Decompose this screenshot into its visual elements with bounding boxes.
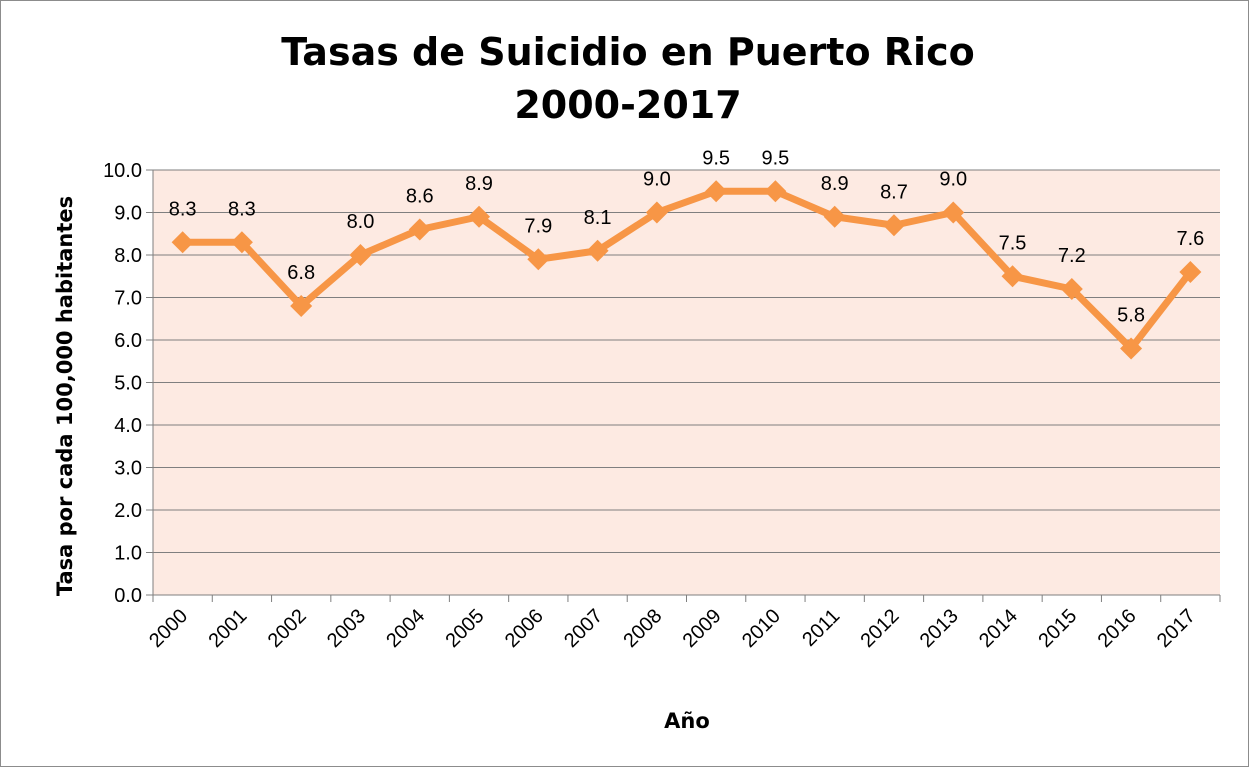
data-point-marker [586,239,609,262]
series-line [182,187,1194,352]
y-tick-label: 2.0 [114,500,142,522]
x-axis-title: Año [664,709,710,733]
data-label: 5.8 [1117,305,1145,327]
x-tick-label: 2011 [798,605,844,651]
data-point-marker [290,295,313,317]
data-label: 9.0 [643,169,671,191]
data-label: 8.9 [821,173,849,195]
data-point-marker [1120,337,1143,360]
data-label: 8.7 [880,181,908,203]
y-tick-label: 6.0 [114,330,142,352]
chart-title-line-2: 2000-2017 [514,83,742,127]
data-point-marker [823,205,846,228]
x-tick-label: 2001 [204,605,251,652]
data-label: 7.9 [524,215,552,237]
data-point-marker [171,231,194,254]
data-point-marker [527,248,550,271]
x-tick-label: 2015 [1034,605,1081,652]
data-point-marker [1001,265,1024,288]
data-point-marker [349,244,372,266]
data-label: 9.5 [702,147,730,169]
data-point-marker [230,231,253,254]
x-tick-label: 2010 [738,605,785,652]
data-label: 7.2 [1058,245,1086,267]
x-tick-label: 2017 [1153,605,1200,652]
data-point-marker [468,205,491,228]
data-label: 6.8 [287,262,315,284]
x-tick-label: 2016 [1094,605,1141,652]
x-tick-label: 2012 [856,605,903,652]
chart-title-line-1: Tasas de Suicidio en Puerto Rico [281,30,975,74]
data-label: 8.3 [169,198,197,220]
data-point-marker [764,180,787,203]
x-tick-label: 2003 [323,605,370,652]
y-tick-label: 7.0 [114,288,142,310]
y-tick-label: 3.0 [114,458,142,480]
y-tick-label: 10.0 [103,160,142,182]
y-tick-labels: 0.0 1.0 2.0 3.0 4.0 5.0 6.0 7.0 8.0 9.0 10.0 [103,160,142,607]
x-tick-label: 2014 [975,605,1022,652]
y-tick-label: 4.0 [114,415,142,437]
data-label: 9.0 [939,169,967,191]
x-tick-label: 2004 [382,605,429,652]
y-tick-label: 1.0 [114,543,142,565]
data-label: 9.5 [762,147,790,169]
data-point-marker [882,214,905,237]
data-point-marker [1179,261,1202,283]
data-label: 8.6 [406,186,434,208]
data-labels: 8.3 8.3 6.8 8.0 8.6 8.9 7.9 8.1 9.0 9.5 9.5 8.9 8.7 9… [169,147,1205,326]
series-layer [171,180,1202,360]
y-axis-title: Tasa por cada 100,000 habitantes [53,196,77,596]
data-label: 8.3 [228,198,256,220]
data-point-marker [705,180,728,203]
x-tick-label: 2009 [679,605,726,652]
data-point-marker [645,201,668,224]
y-tick-label: 8.0 [114,245,142,267]
y-tick-label: 9.0 [114,203,142,225]
data-label: 8.0 [347,211,375,233]
data-point-marker [942,201,965,224]
x-tick-label: 2013 [916,605,963,652]
x-tick-label: 2000 [145,605,192,652]
y-tick-label: 0.0 [114,585,142,607]
data-point-marker [1060,278,1083,300]
x-tick-label: 2005 [442,605,489,652]
data-label: 8.9 [465,173,493,195]
chart-title: Tasas de Suicidio en Puerto Rico 2000-20… [0,26,1249,132]
data-point-marker [408,218,431,241]
data-label: 7.5 [999,232,1027,254]
x-tick-label: 2008 [619,605,666,652]
axes [152,170,1221,602]
x-tick-label: 2006 [501,605,548,652]
x-tick-labels: 2000 2001 2002 2003 2004 2005 2006 2007 2008 2009… [145,605,1200,652]
y-tick-label: 5.0 [114,373,142,395]
x-tick-label: 2007 [560,605,607,652]
data-label: 8.1 [584,207,612,229]
x-tick-label: 2002 [264,605,311,652]
data-label: 7.6 [1176,228,1204,250]
